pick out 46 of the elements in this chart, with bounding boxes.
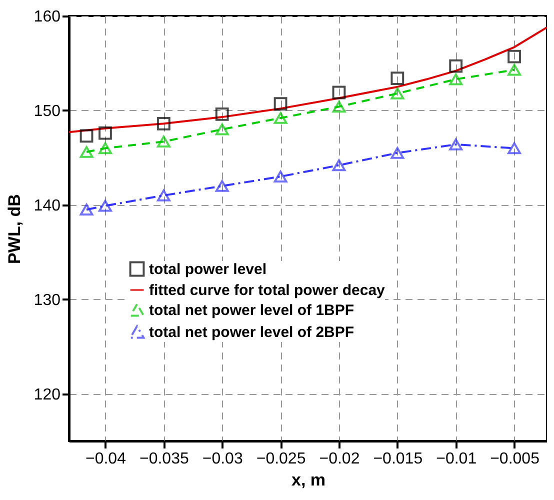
point (390, 147, 404, 159)
point (449, 59, 463, 73)
x-tick-label: −0.005 (490, 450, 540, 468)
legend-label: total net power level of 1BPF (149, 302, 354, 319)
x-tick-label: −0.035 (139, 450, 189, 468)
point (156, 116, 170, 130)
point (215, 123, 229, 136)
legend-label: total net power level of 2BPF (149, 324, 354, 341)
x-tick-label: −0.03 (202, 450, 243, 468)
x-tick-label: −0.025 (256, 450, 306, 468)
y-tick-label: 130 (34, 292, 61, 309)
point (274, 97, 288, 111)
point (98, 200, 112, 212)
point (390, 88, 404, 100)
point (508, 142, 521, 154)
point (80, 146, 94, 158)
y-tick-label: 150 (34, 102, 61, 120)
point (274, 112, 288, 124)
point (156, 136, 170, 148)
point (215, 180, 229, 192)
point (274, 170, 288, 182)
legend-label: fitted curve for total power decay (149, 282, 386, 299)
point (449, 138, 463, 150)
point (98, 126, 112, 140)
legend-label: total power level (149, 261, 267, 278)
point (332, 86, 346, 100)
y-axis-title: PWL, dB (4, 194, 24, 264)
y-tick-label: 140 (34, 197, 61, 214)
point (156, 190, 170, 202)
x-tick-label: −0.015 (373, 450, 423, 468)
x-tick-label: −0.01 (436, 450, 477, 468)
point (80, 204, 94, 216)
point (508, 50, 521, 64)
point (332, 100, 346, 113)
point (332, 159, 346, 172)
x-tick-label: −0.02 (319, 450, 360, 468)
point (390, 72, 404, 86)
point (98, 142, 112, 154)
y-tick-label: 160 (34, 8, 61, 26)
y-tick-label: 120 (34, 386, 61, 404)
point (215, 108, 229, 121)
x-tick-label: −0.04 (85, 450, 126, 468)
point (449, 73, 463, 86)
x-axis-title: x, m (291, 470, 326, 490)
point (508, 64, 521, 76)
point (80, 129, 94, 143)
